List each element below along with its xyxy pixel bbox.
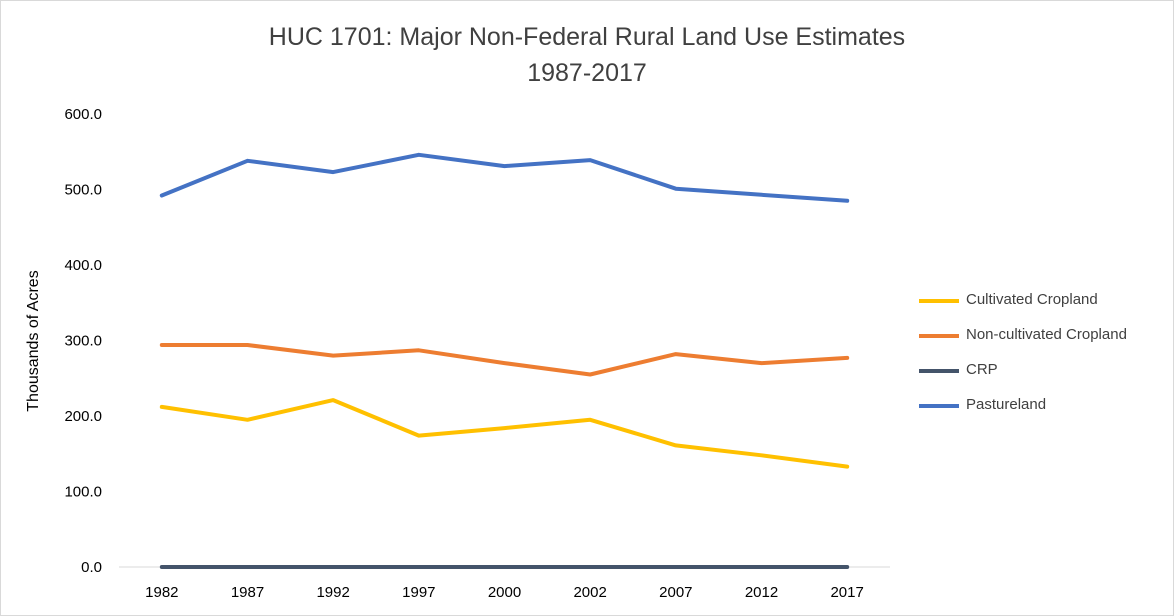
- y-tick-label: 200.0: [64, 408, 102, 425]
- x-tick-label: 2007: [659, 584, 692, 601]
- x-tick-label: 1982: [145, 584, 178, 601]
- y-tick-label: 300.0: [64, 333, 102, 350]
- chart-subtitle: 1987-2017: [527, 59, 647, 87]
- legend-label: Cultivated Cropland: [966, 291, 1098, 308]
- legend-swatch: [919, 404, 959, 408]
- y-tick-label: 600.0: [64, 106, 102, 123]
- x-tick-label: 1997: [402, 584, 435, 601]
- chart-title: HUC 1701: Major Non-Federal Rural Land U…: [268, 23, 906, 51]
- legend-swatch: [919, 334, 959, 338]
- x-tick-label: 2012: [745, 584, 778, 601]
- legend-swatch: [919, 369, 959, 373]
- y-tick-label: 0.0: [81, 559, 102, 576]
- x-tick-label: 1992: [316, 584, 349, 601]
- y-tick-label: 500.0: [64, 182, 102, 199]
- legend-label: Non-cultivated Cropland: [966, 326, 1127, 343]
- legend-swatch: [919, 299, 959, 303]
- y-tick-label: 100.0: [64, 484, 102, 501]
- y-tick-label: 400.0: [64, 257, 102, 274]
- x-tick-label: 2017: [830, 584, 863, 601]
- series-line-cultivated-cropland: [159, 398, 850, 469]
- x-tick-label: 2002: [573, 584, 606, 601]
- series-line-pastureland: [159, 152, 850, 203]
- series-line-non-cultivated-cropland: [159, 343, 850, 377]
- x-tick-label: 1987: [231, 584, 264, 601]
- x-tick-label: 2000: [488, 584, 521, 601]
- legend-label: CRP: [966, 361, 998, 378]
- legend-label: Pastureland: [966, 396, 1047, 413]
